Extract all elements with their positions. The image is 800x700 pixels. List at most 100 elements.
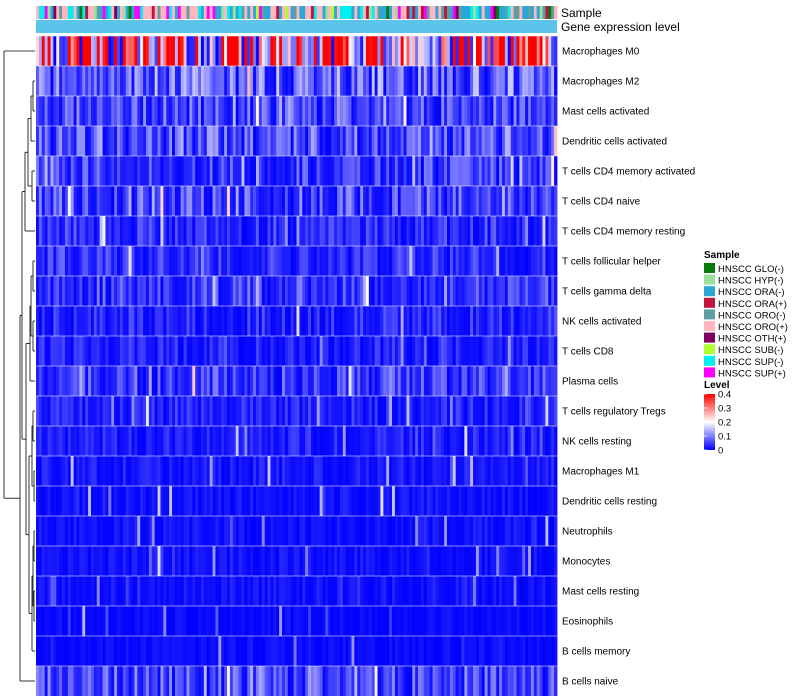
heatmap-cell: [154, 366, 158, 396]
heatmap-cell: [551, 546, 555, 576]
heatmap-cell: [88, 636, 92, 666]
heatmap-cell: [328, 546, 332, 576]
heatmap-cell: [331, 336, 335, 366]
heatmap-cell: [102, 276, 106, 306]
sample-annotation-cell: [432, 6, 436, 19]
sample-annotation-cell: [360, 6, 364, 19]
heatmap-cell: [429, 576, 433, 606]
heatmap-cell: [403, 216, 407, 246]
heatmap-cell: [221, 486, 225, 516]
heatmap-cell: [235, 246, 240, 276]
heatmap-cell: [499, 216, 503, 246]
heatmap-cell: [464, 606, 468, 636]
heatmap-cell: [545, 516, 549, 546]
heatmap-cell: [371, 216, 376, 246]
heatmap-cell: [458, 186, 462, 216]
heatmap-cell: [528, 606, 532, 636]
heatmap-cell: [415, 486, 419, 516]
heatmap-cell: [542, 426, 546, 456]
heatmap-cell: [545, 156, 549, 186]
heatmap-cell: [209, 246, 213, 276]
heatmap-cell: [128, 666, 132, 696]
sample-annotation-cell: [528, 6, 532, 19]
heatmap-cell: [76, 126, 80, 156]
heatmap-cell: [386, 576, 390, 606]
heatmap-cell: [510, 516, 514, 546]
heatmap-cell: [308, 606, 312, 636]
heatmap-cell: [438, 486, 442, 516]
sample-annotation-cell: [244, 6, 248, 19]
heatmap-cell: [452, 276, 457, 306]
heatmap-cell: [186, 606, 190, 636]
heatmap-cell: [215, 66, 219, 96]
heatmap-cell: [255, 216, 260, 246]
heatmap-cell: [140, 246, 144, 276]
heatmap-cell: [533, 366, 538, 396]
heatmap-cell: [360, 606, 364, 636]
heatmap-cell: [114, 36, 118, 66]
heatmap-cell: [270, 636, 274, 666]
sample-annotation-cell: [473, 6, 477, 19]
heatmap-cell: [36, 186, 40, 216]
heatmap-cell: [415, 66, 419, 96]
heatmap-cell: [82, 306, 86, 336]
heatmap-cell: [397, 126, 402, 156]
heatmap-cell: [41, 426, 46, 456]
heatmap-cell: [215, 546, 219, 576]
heatmap-cell: [447, 426, 451, 456]
heatmap-cell: [154, 606, 158, 636]
heatmap-cell: [510, 336, 514, 366]
heatmap-cell: [183, 456, 187, 486]
heatmap-cell: [392, 216, 396, 246]
heatmap-cell: [357, 666, 361, 696]
heatmap-cell: [232, 426, 237, 456]
heatmap-cell: [432, 546, 436, 576]
heatmap-cell: [316, 156, 321, 186]
heatmap-cell: [551, 66, 555, 96]
heatmap-cell: [429, 36, 433, 66]
heatmap-cell: [392, 456, 396, 486]
heatmap-cell: [475, 666, 480, 696]
sample-annotation-cell: [348, 6, 352, 19]
heatmap-cell: [328, 336, 332, 366]
heatmap-cell: [79, 96, 83, 126]
sample-legend-swatch: [704, 286, 715, 297]
heatmap-cell: [105, 276, 109, 306]
heatmap-cell: [59, 456, 63, 486]
heatmap-cell: [189, 246, 193, 276]
heatmap-cells: [36, 35, 558, 696]
heatmap-cell: [337, 336, 341, 366]
heatmap-cell: [137, 186, 141, 216]
heatmap-cell: [530, 546, 535, 576]
heatmap-cell: [319, 456, 323, 486]
heatmap-cell: [530, 576, 535, 606]
heatmap-cell: [169, 276, 173, 306]
heatmap-cell: [282, 36, 286, 66]
heatmap-cell: [125, 606, 130, 636]
heatmap-cell: [177, 606, 182, 636]
heatmap-cell: [348, 456, 352, 486]
heatmap-cell: [533, 156, 538, 186]
heatmap-cell: [354, 96, 358, 126]
heatmap-cell: [409, 36, 413, 66]
heatmap-cell: [461, 396, 465, 426]
heatmap-cell: [232, 366, 237, 396]
heatmap-cell: [484, 216, 488, 246]
heatmap-cell: [169, 636, 173, 666]
heatmap-cell: [365, 276, 370, 306]
heatmap-cell: [368, 396, 373, 426]
heatmap-cell: [342, 576, 347, 606]
heatmap-cell: [284, 66, 289, 96]
heatmap-cell: [432, 96, 436, 126]
sample-annotation-cell: [533, 6, 538, 19]
heatmap-cell: [383, 156, 387, 186]
heatmap-cell: [438, 306, 442, 336]
heatmap-cell: [473, 456, 477, 486]
heatmap-cell: [255, 426, 260, 456]
heatmap-cell: [102, 486, 106, 516]
heatmap-cell: [504, 246, 509, 276]
heatmap-cell: [409, 486, 413, 516]
heatmap-cell: [282, 366, 286, 396]
heatmap-cell: [310, 486, 315, 516]
heatmap-cell: [360, 66, 364, 96]
